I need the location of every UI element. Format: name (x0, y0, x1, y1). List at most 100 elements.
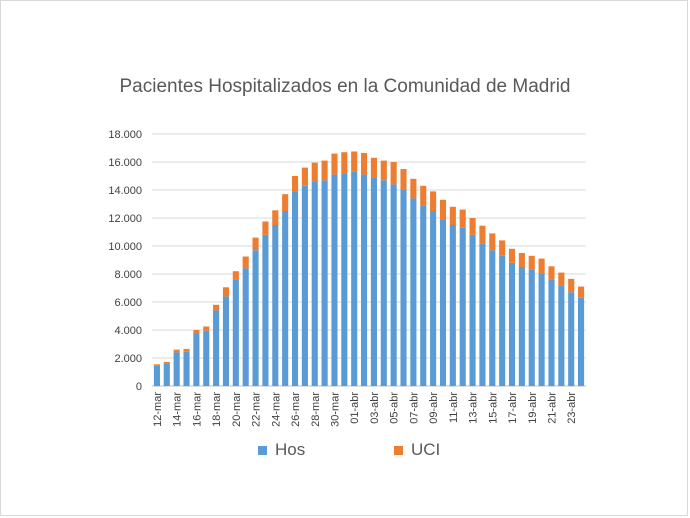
bar-uci (558, 272, 565, 286)
x-tick-label: 19-abr (527, 392, 539, 424)
x-tick-label: 09-abr (428, 392, 440, 424)
y-tick-label: 12.000 (108, 213, 142, 225)
bar-uci (153, 364, 160, 366)
x-tick-label: 30-mar (329, 392, 341, 427)
legend-swatch-uci (394, 445, 403, 455)
bar-hos (262, 234, 269, 386)
bar-uci (242, 256, 249, 269)
bar-uci (252, 237, 259, 251)
bar-hos (459, 227, 466, 386)
y-tick-label: 16.000 (108, 157, 142, 169)
bar-hos (489, 250, 496, 386)
bar-uci (222, 287, 230, 297)
bar-uci (291, 176, 299, 192)
bar-hos (400, 190, 407, 386)
bar-uci (203, 326, 210, 331)
bar-uci (173, 349, 180, 353)
y-tick-label: 6.000 (114, 297, 142, 309)
x-tick-label: 13-abr (468, 392, 480, 424)
legend-label-hos: Hos (275, 440, 306, 459)
chart-title: Pacientes Hospitalizados en la Comunidad… (119, 76, 571, 97)
legend-item-uci: UCI (394, 440, 440, 460)
x-tick-label: 11-abr (448, 392, 460, 423)
y-tick-label: 10.000 (108, 241, 142, 253)
bar-uci (282, 194, 289, 211)
bar-uci (459, 209, 466, 228)
bar-hos (173, 352, 180, 386)
bar-hos (479, 243, 486, 386)
bar-uci (361, 152, 368, 175)
bar-hos (558, 285, 565, 386)
bar-hos (449, 225, 456, 386)
bar-uci (568, 278, 575, 293)
bar-hos (508, 262, 516, 386)
bar-hos (321, 180, 328, 386)
bar-hos (193, 333, 200, 386)
bar-hos (232, 279, 239, 386)
x-tick-label: 07-abr (408, 392, 420, 424)
bar-uci (262, 221, 269, 235)
bar-hos (410, 198, 417, 386)
bar-uci (351, 151, 358, 172)
bar-hos (272, 225, 279, 386)
chart-legend: Hos UCI (0, 440, 690, 464)
bar-hos (469, 234, 476, 386)
bar-hos (439, 219, 447, 386)
bar-uci (213, 304, 220, 311)
x-tick-label: 18-mar (211, 392, 223, 427)
bar-hos (518, 267, 525, 386)
x-tick-label: 01-abr (349, 392, 361, 424)
bar-uci (479, 225, 486, 244)
bar-hos (351, 171, 358, 386)
y-tick-label: 4.000 (114, 325, 142, 337)
bar-uci (518, 253, 525, 267)
bar-hos (163, 363, 170, 386)
x-tick-label: 12-mar (152, 392, 164, 427)
x-tick-label: 14-mar (172, 392, 184, 427)
y-tick-label: 0 (136, 381, 142, 393)
bar-uci (272, 210, 279, 225)
bar-hos (538, 274, 545, 386)
x-tick-label: 17-abr (507, 392, 519, 424)
legend-item-hos: Hos (258, 440, 305, 460)
bar-hos (282, 211, 289, 386)
x-tick-label: 23-abr (566, 392, 578, 424)
bar-hos (311, 181, 318, 386)
bar-uci (341, 152, 348, 174)
bar-uci (469, 218, 476, 235)
bar-uci (370, 157, 377, 178)
x-tick-label: 22-mar (251, 392, 263, 427)
x-tick-label: 26-mar (290, 392, 302, 427)
bar-hos (568, 292, 575, 386)
bar-hos (203, 330, 210, 386)
bar-uci (331, 153, 338, 175)
bar-hos (370, 177, 377, 386)
bar-uci (301, 167, 308, 186)
x-tick-label: 03-abr (369, 392, 381, 424)
bar-uci (489, 233, 496, 251)
bar-hos (331, 174, 338, 386)
legend-label-uci: UCI (411, 440, 441, 459)
bar-uci (578, 286, 585, 298)
bar-uci (439, 199, 447, 220)
x-tick-label: 21-abr (546, 392, 558, 424)
y-tick-label: 2.000 (114, 353, 142, 365)
bar-uci (163, 361, 170, 364)
bar-hos (252, 250, 259, 386)
bar-hos (548, 279, 555, 386)
x-tick-label: 28-mar (310, 392, 322, 427)
bar-uci (183, 348, 190, 352)
x-tick-label: 05-abr (389, 392, 401, 424)
bar-uci (410, 178, 417, 199)
bar-hos (361, 174, 368, 386)
bar-hos (528, 269, 535, 386)
bar-uci (548, 266, 555, 280)
y-tick-label: 8.000 (114, 269, 142, 281)
bar-hos (291, 191, 299, 386)
bar-uci (499, 240, 506, 256)
x-tick-label: 24-mar (270, 392, 282, 427)
bar-uci (232, 271, 239, 280)
bar-uci (449, 206, 456, 225)
